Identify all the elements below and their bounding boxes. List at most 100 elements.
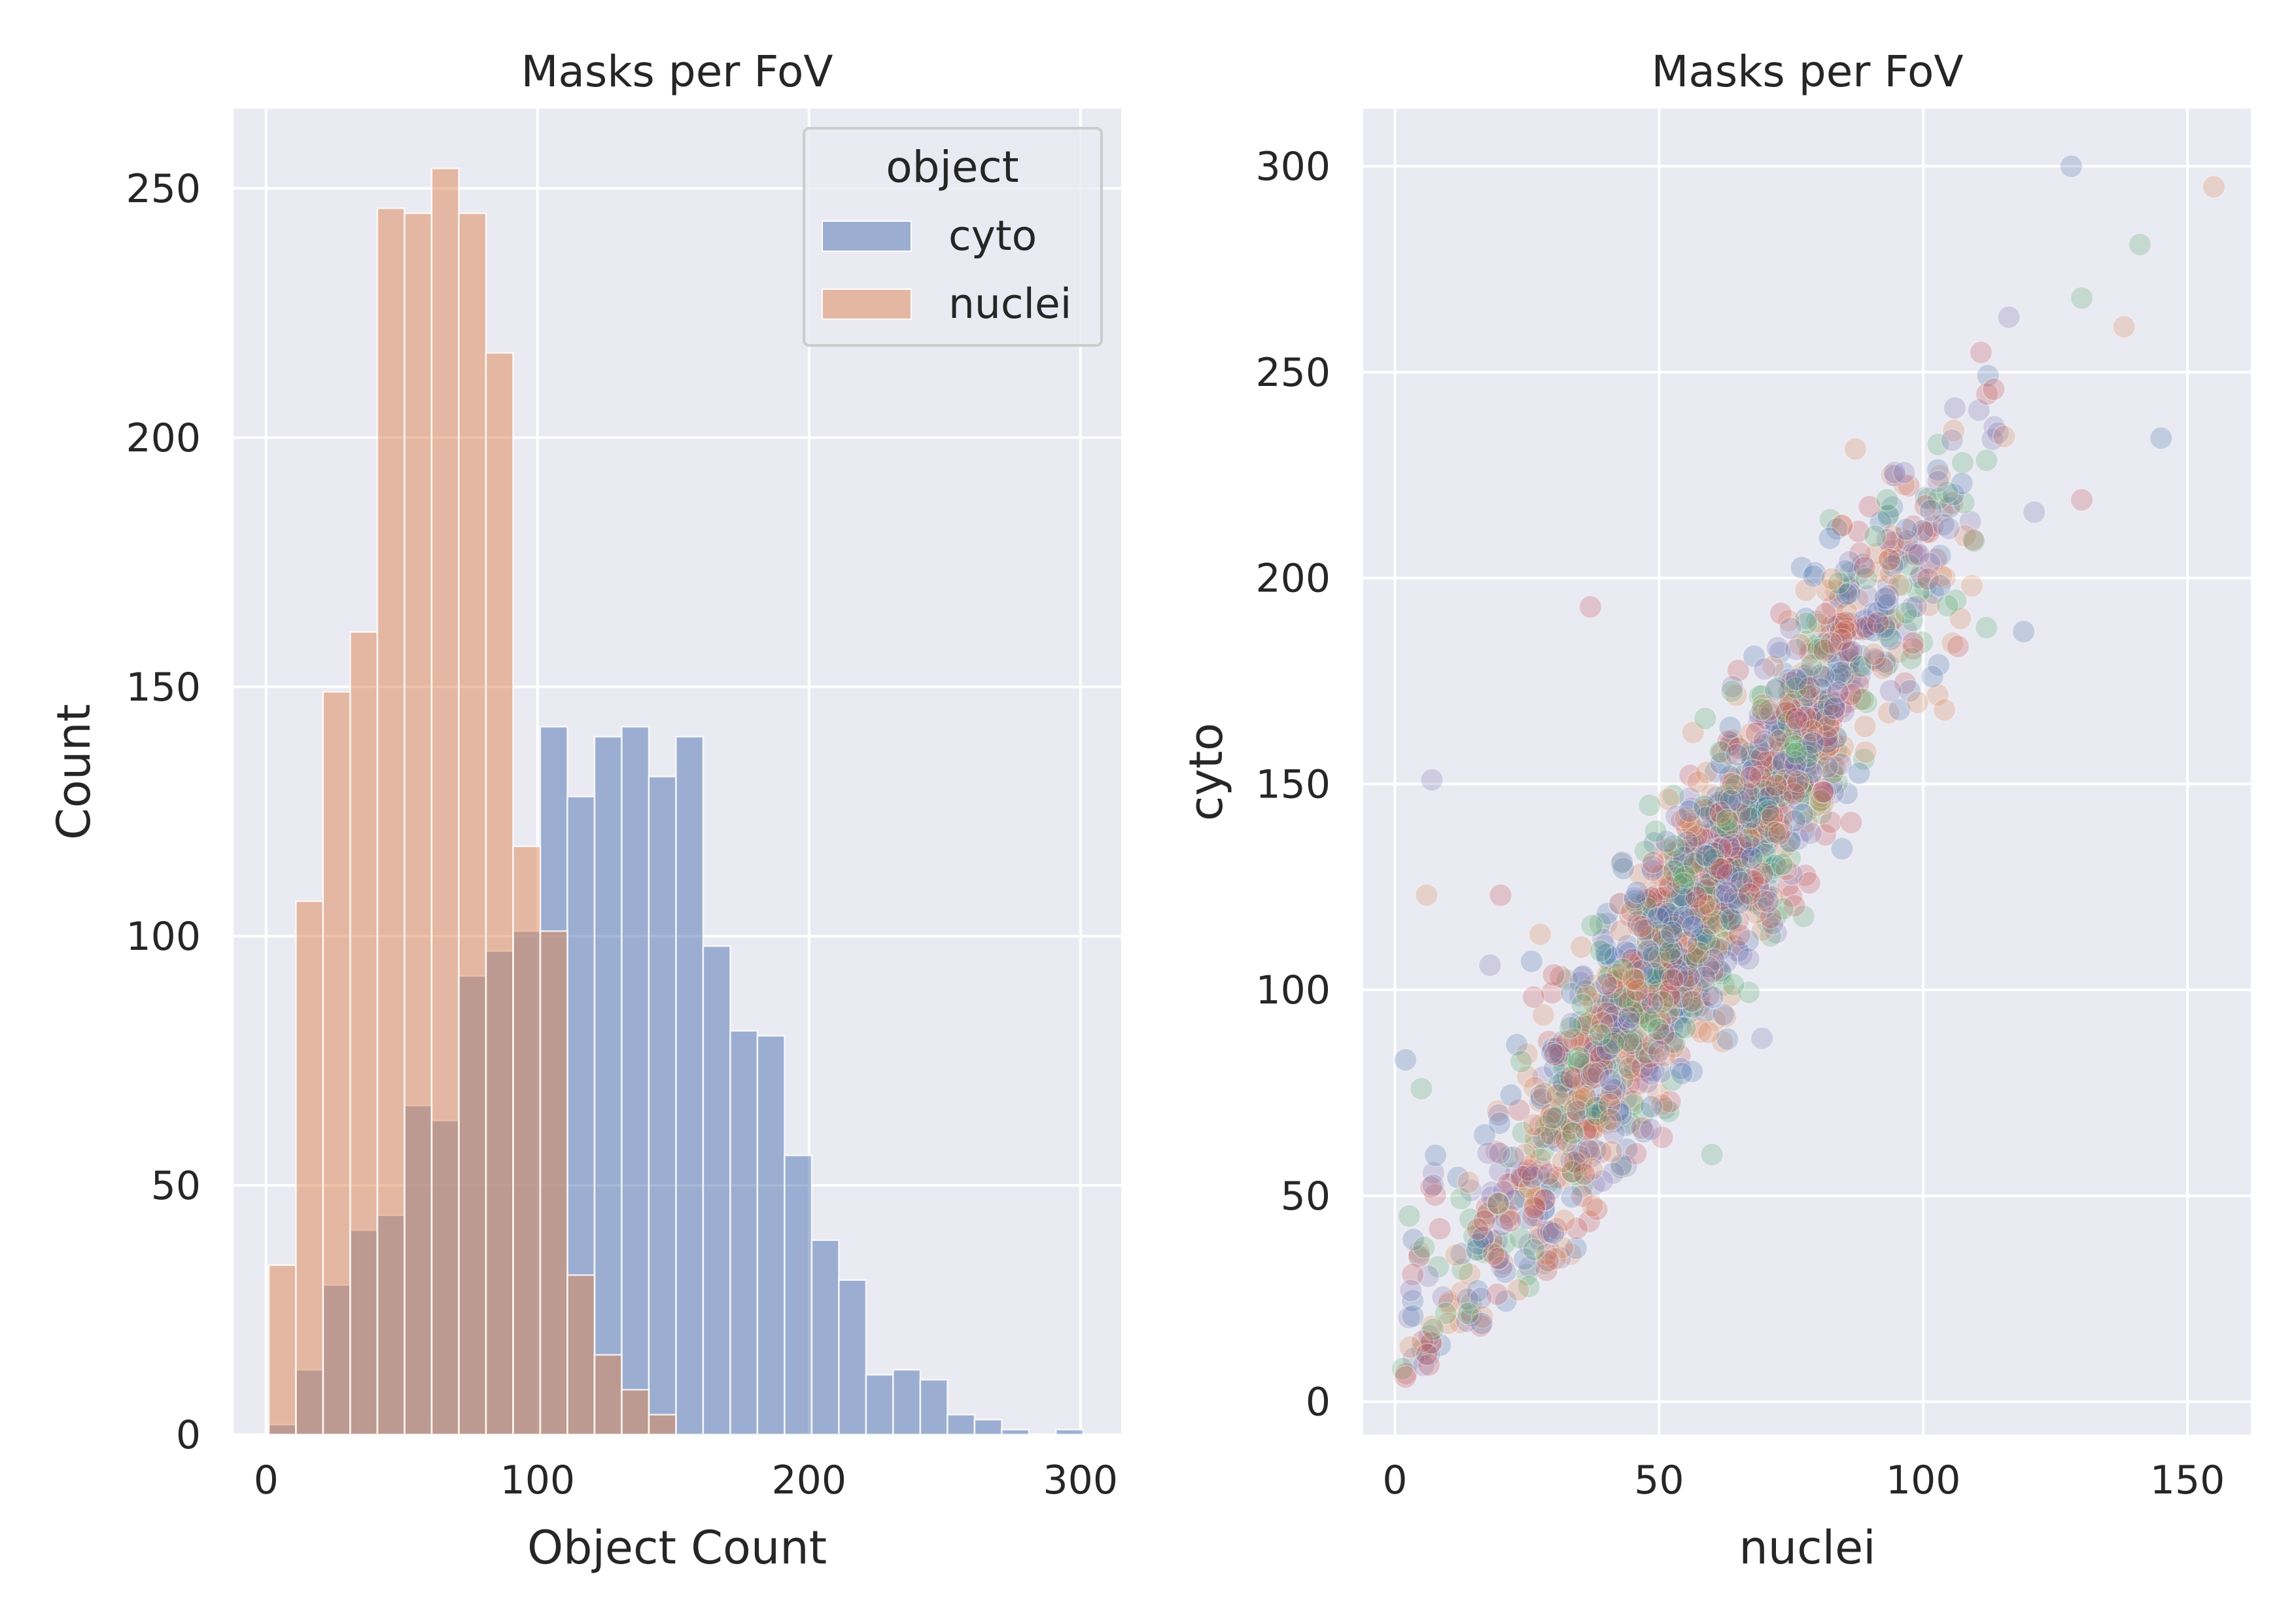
scatter-point (1637, 996, 1660, 1019)
scatter-point (1455, 1287, 1480, 1311)
bar-nuclei (512, 845, 542, 1436)
scatter-point (1622, 1092, 1646, 1117)
scatter-point (1736, 741, 1760, 765)
scatter-point (1610, 1066, 1635, 1091)
scatter-point (1764, 710, 1788, 733)
scatter-point (1722, 784, 1746, 809)
scatter-point (1694, 805, 1718, 829)
scatter-point (1559, 1117, 1584, 1141)
bar-cyto (729, 1030, 759, 1436)
scatter-point (1654, 829, 1679, 854)
scatter-point (1684, 947, 1709, 971)
scatter-point (1728, 800, 1752, 824)
scatter-point (1830, 627, 1853, 652)
scatter-point (1658, 910, 1682, 934)
scatter-point (1675, 816, 1699, 840)
scatter-point (1854, 690, 1879, 714)
scatter-point (1629, 1002, 1653, 1026)
scatter-point (1665, 858, 1690, 881)
scatter-point (1713, 854, 1736, 878)
scatter-point (1669, 892, 1692, 916)
scatter-point (1774, 801, 1798, 825)
scatter-point (1696, 835, 1720, 860)
scatter-point (1614, 992, 1639, 1015)
scatter-point (1777, 705, 1801, 729)
scatter-point (1794, 578, 1818, 602)
scatter-point (1726, 850, 1749, 873)
scatter-point (1569, 970, 1592, 994)
scatter-point (1609, 987, 1633, 1011)
scatter-point (1901, 631, 1925, 655)
scatter-point (1715, 1027, 1739, 1051)
scatter-point (1600, 1077, 1624, 1101)
scatter-point (1599, 1108, 1622, 1132)
scatter-point (1735, 780, 1758, 804)
scatter-point (1593, 934, 1617, 958)
scatter-point (1681, 882, 1705, 906)
scatter-point (1820, 595, 1844, 619)
scatter-point (1771, 772, 1795, 795)
scatter-point (1737, 872, 1762, 896)
scatter-point (1928, 464, 1952, 487)
scatter-point (1568, 1015, 1592, 1039)
scatter-point (1660, 937, 1684, 961)
scatter-point (1679, 953, 1703, 977)
scatter-point (1873, 616, 1896, 639)
scatter-point (1684, 943, 1707, 967)
scatter-point (1794, 864, 1817, 887)
scatter-point (1856, 584, 1879, 608)
scatter-point (1696, 844, 1720, 867)
scatter-point (1673, 902, 1697, 926)
scatter-point (1420, 768, 1444, 792)
scatter-point (1562, 1027, 1586, 1051)
scatter-point (1576, 1124, 1600, 1148)
scatter-point (1493, 1260, 1518, 1284)
scatter-point (1656, 1002, 1680, 1026)
scatter-point (1847, 761, 1871, 785)
scatter-point (1811, 695, 1834, 719)
scatter-point (1843, 437, 1868, 461)
scatter-point (1614, 1019, 1638, 1043)
scatter-point (1526, 1204, 1550, 1228)
scatter-point (1597, 965, 1620, 989)
scatter-point (1687, 995, 1711, 1019)
scatter-point (1668, 1002, 1692, 1026)
scatter-point (1529, 1147, 1552, 1172)
scatter-point (1652, 905, 1677, 929)
scatter-point (1663, 971, 1687, 995)
scatter-point (1949, 606, 1972, 631)
scatter-point (1531, 1138, 1556, 1162)
scatter-point (1736, 839, 1760, 863)
scatter-point (1754, 733, 1777, 757)
scatter-point (1585, 1102, 1609, 1126)
scatter-point (1745, 857, 1769, 881)
scatter-point (1741, 869, 1765, 893)
scatter-point (1881, 554, 1904, 578)
scatter-point (1478, 953, 1502, 977)
scatter-point (1615, 955, 1639, 979)
scatter-point (1624, 968, 1647, 992)
scatter-point (1742, 644, 1766, 668)
scatter-point (1720, 860, 1745, 884)
scatter-point (1705, 956, 1729, 980)
scatter-point (1534, 1124, 1558, 1148)
scatter-point (1757, 802, 1781, 826)
bar-nuclei (539, 930, 568, 1436)
scatter-point (1760, 697, 1783, 721)
scatter-point (1573, 1036, 1597, 1059)
scatter-point (1765, 724, 1790, 748)
scatter-point (1703, 875, 1728, 899)
scatter-point (1686, 903, 1711, 927)
histogram-legend: object cyto nuclei (803, 127, 1103, 347)
scatter-point (1646, 886, 1669, 910)
scatter-point (1794, 673, 1818, 697)
scatter-point (1597, 1037, 1621, 1060)
scatter-point (1608, 1036, 1631, 1060)
scatter-point (1790, 694, 1815, 718)
scatter-point (1607, 1015, 1631, 1039)
scatter-point (1532, 1196, 1556, 1221)
scatter-point (1571, 1013, 1595, 1037)
scatter-point (1641, 964, 1665, 988)
scatter-point (1399, 1278, 1423, 1302)
scatter-point (1756, 877, 1780, 901)
